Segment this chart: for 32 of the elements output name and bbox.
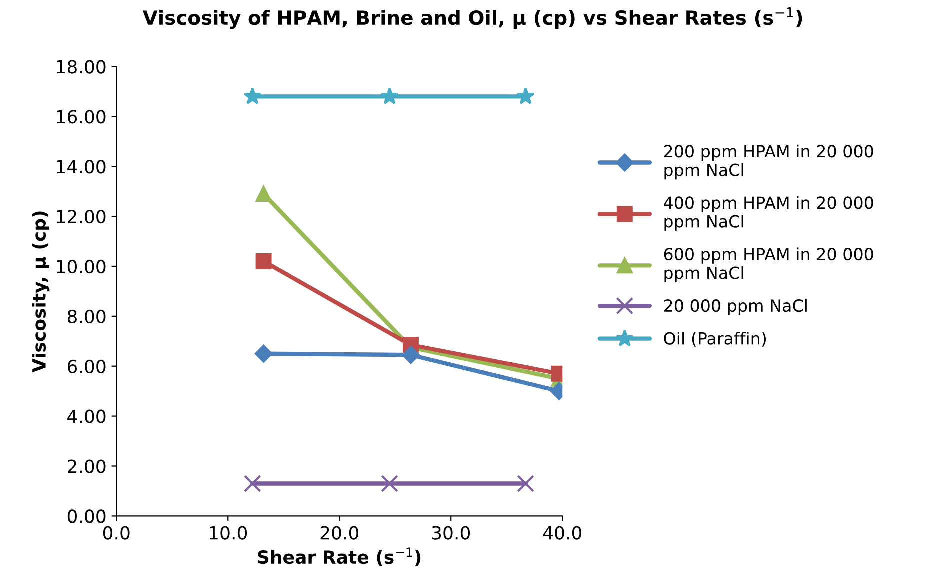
y-tick-label: 12.00 xyxy=(57,210,106,224)
y-tick-label: 10.00 xyxy=(57,260,106,274)
y-tick-label: 0.00 xyxy=(68,510,106,524)
x-tick-label: 10.0 xyxy=(210,526,248,540)
y-tick-label: 18.00 xyxy=(57,60,106,74)
point xyxy=(517,475,534,492)
point xyxy=(381,475,398,492)
point xyxy=(254,344,273,363)
y-tick-label: 6.00 xyxy=(68,360,106,374)
legend-label: Oil (Paraffin) xyxy=(664,332,766,347)
x-tick-label: 0.0 xyxy=(103,526,130,540)
legend-label: 20 000 ppm NaCl xyxy=(664,299,807,316)
y-tick-label: 8.00 xyxy=(68,310,106,324)
y-tick-label: 4.00 xyxy=(68,410,106,424)
point xyxy=(380,87,399,104)
point xyxy=(244,87,262,104)
chart-title: Viscosity of HPAM, Brine and Oil, μ (cp) vs Shear Rates (s$^{−1}$) xyxy=(142,8,802,30)
x-tick-label: 20.0 xyxy=(320,526,359,540)
point xyxy=(244,475,262,492)
legend-label: 600 ppm HPAM in 20 000 ppm NaCl xyxy=(664,248,874,283)
x-tick-label: 30.0 xyxy=(432,526,470,540)
y-tick-label: 2.00 xyxy=(68,460,106,474)
y-tick-label: 14.00 xyxy=(57,160,106,174)
x-tick-label: 40.0 xyxy=(543,526,582,540)
legend-label: 400 ppm HPAM in 20 000 ppm NaCl xyxy=(664,196,874,232)
y-tick-label: 16.00 xyxy=(57,110,106,124)
y-axis-title: Viscosity, μ (cp) xyxy=(32,212,50,373)
point xyxy=(402,346,420,364)
legend-label: 200 ppm HPAM in 20 000 ppm NaCl xyxy=(664,144,874,180)
point xyxy=(516,87,535,104)
point xyxy=(256,253,272,270)
x-axis-title: Shear Rate (s$^{−1}$) xyxy=(258,548,421,566)
